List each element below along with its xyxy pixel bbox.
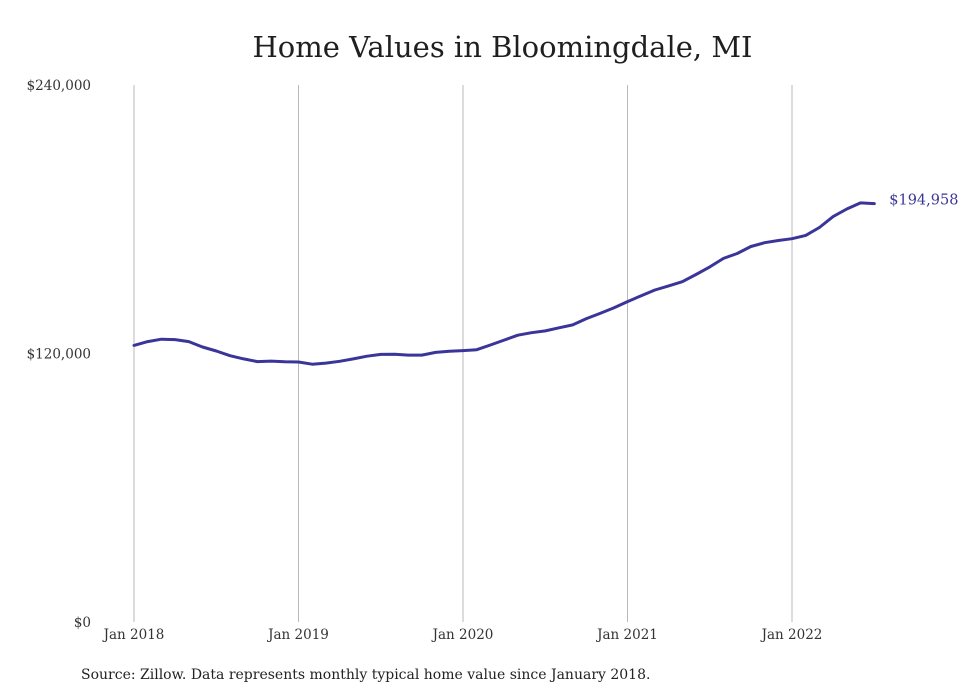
data-point [283,360,286,363]
data-point [818,226,821,229]
chart-title: Home Values in Bloomingdale, MI [252,30,753,64]
data-point [708,265,711,269]
y-tick-label: $0 [74,615,91,631]
data-point [132,344,136,347]
data-point [544,329,547,333]
data-point [256,360,259,363]
data-point [269,359,273,363]
data-point [242,357,245,361]
data-point [763,241,766,244]
data-point [845,207,848,211]
data-point [146,340,149,343]
data-point [173,338,177,341]
data-point [201,345,204,349]
data-point [420,353,424,357]
end-value-labels: $194,958 [889,193,958,209]
data-point [502,338,506,342]
data-point [379,353,382,356]
data-point [516,334,519,337]
end-value-label: $194,958 [889,193,958,209]
data-point [228,354,232,357]
data-point [434,351,437,354]
data-point [448,350,451,353]
data-point [585,317,588,320]
data-point [352,357,355,361]
data-point [160,338,163,341]
data-point [530,331,533,334]
data-point [626,300,629,303]
data-point [215,349,218,353]
y-tick-label: $240,000 [27,78,91,94]
data-point [475,348,478,351]
x-axis-ticks: Jan 2018 Jan 2019 Jan 2020 Jan 2021 Jan 2022 [102,627,823,643]
data-point [393,353,396,356]
grid-lines [133,85,793,622]
data-point [831,215,835,218]
data-point [873,202,876,205]
data-point [667,284,670,288]
data-point [311,363,314,366]
data-point [338,360,341,363]
data-point [777,239,780,242]
x-tick-label: Jan 2020 [431,627,494,643]
data-point [804,234,807,237]
data-point [324,361,328,365]
data-point [859,201,862,205]
data-point [612,306,615,310]
data-point [297,360,300,364]
data-point [598,312,602,315]
data-point [790,237,794,240]
x-tick-label: Jan 2018 [102,627,165,643]
data-point [640,294,643,297]
data-point [722,257,725,260]
x-tick-label: Jan 2019 [266,627,329,643]
data-point [571,323,574,327]
data-point [365,355,369,358]
data-point [736,252,739,255]
source-note: Source: Zillow. Data represents monthly … [81,667,651,683]
data-point [407,353,410,357]
data-point [694,273,698,276]
data-point [461,349,465,352]
data-point [187,340,190,343]
data-point [489,343,492,347]
y-axis-ticks: $0 $120,000 $240,000 [27,78,91,631]
series-layer [132,201,876,366]
data-point [749,245,753,248]
x-tick-label: Jan 2021 [595,627,658,643]
data-point [681,280,684,283]
x-tick-label: Jan 2022 [760,627,823,643]
data-point [557,326,561,329]
data-point [653,288,657,292]
y-tick-label: $120,000 [27,347,91,363]
